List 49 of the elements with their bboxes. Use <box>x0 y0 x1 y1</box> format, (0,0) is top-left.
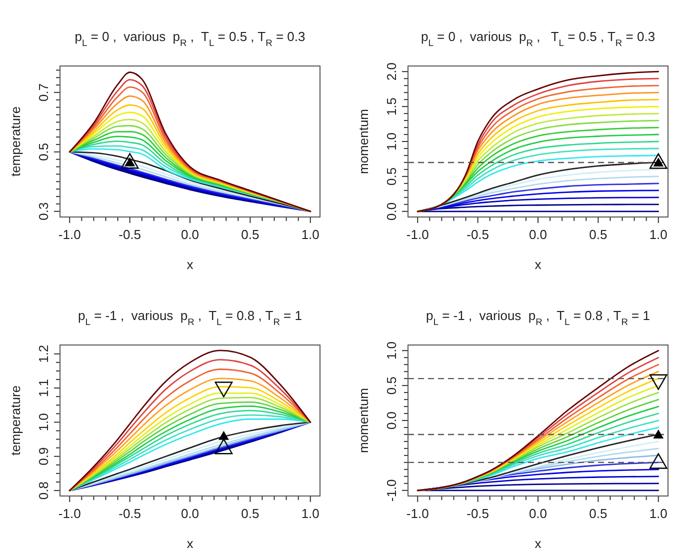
x-tick-label: -0.5 <box>118 506 142 521</box>
x-tick-label: 0.0 <box>528 227 548 242</box>
x-tick-label: 0.0 <box>528 506 548 521</box>
x-tick-label: 0.0 <box>180 506 200 521</box>
x-tick-label: -0.5 <box>118 227 142 242</box>
x-tick-label: 0.5 <box>241 506 260 521</box>
y-tick-label: 1.5 <box>384 98 399 116</box>
x-tick-label: -0.5 <box>466 227 490 242</box>
x-tick-label: 0.5 <box>241 227 260 242</box>
y-tick-label: 1.1 <box>36 379 51 398</box>
chart-title: p$_{L}$ = -1 , various p$_{R}$ , T$_{L}$ = 0.8 , T$_{R}$ = 1 <box>78 308 302 327</box>
x-tick-label: 0.5 <box>589 506 608 521</box>
y-tick-label: 0.9 <box>36 447 51 466</box>
y-tick-label: 1.0 <box>36 413 51 432</box>
y-tick-label: 0.8 <box>36 481 51 500</box>
x-tick-label: -1.0 <box>58 227 81 242</box>
x-tick-label: 0.0 <box>180 227 200 242</box>
x-tick-label: -1.0 <box>406 506 429 521</box>
x-axis-title: x <box>186 536 194 551</box>
x-tick-label: -1.0 <box>406 227 429 242</box>
y-tick-label: 0.5 <box>384 376 399 395</box>
y-tick-label: 0.0 <box>384 202 399 220</box>
x-axis-title: x <box>186 257 194 272</box>
y-tick-label: 1.2 <box>36 344 51 363</box>
chart-title: p$_{L}$ = -1 , various p$_{R}$ , T$_{L}$ = 0.8 , T$_{R}$ = 1 <box>426 308 650 327</box>
y-tick-label: 0.5 <box>384 167 399 186</box>
x-tick-label: 1.0 <box>301 227 320 242</box>
chart-title: p$_{L}$ = 0 , various p$_{R}$ , T$_{L}$ = 0.5 , T$_{R}$ = 0.3 <box>420 29 656 48</box>
y-tick-label: 2.0 <box>384 62 399 81</box>
y-tick-label: 0.0 <box>384 411 399 430</box>
y-tick-label: -1.0 <box>384 479 399 502</box>
y-tick-label: 0.7 <box>36 83 51 102</box>
x-axis-title: x <box>534 257 542 272</box>
x-tick-label: 0.5 <box>589 227 608 242</box>
y-axis-title: momentum <box>356 388 371 454</box>
y-axis-title: momentum <box>356 108 371 174</box>
x-tick-label: 1.0 <box>649 227 668 242</box>
y-tick-label: 1.0 <box>384 342 399 360</box>
x-tick-label: 1.0 <box>301 506 320 521</box>
y-tick-label: 0.5 <box>36 142 51 161</box>
chart-title: p$_{L}$ = 0 , various p$_{R}$ , T$_{L}$ = 0.5 , T$_{R}$ = 0.3 <box>74 29 306 48</box>
x-tick-label: 1.0 <box>649 506 668 521</box>
x-axis-title: x <box>534 536 542 551</box>
y-tick-label: 1.0 <box>384 132 399 151</box>
y-axis-title: temperature <box>8 106 23 177</box>
y-tick-label: 0.3 <box>36 202 51 220</box>
y-axis-title: temperature <box>8 385 23 456</box>
x-tick-label: -0.5 <box>466 506 490 521</box>
x-tick-label: -1.0 <box>58 506 81 521</box>
